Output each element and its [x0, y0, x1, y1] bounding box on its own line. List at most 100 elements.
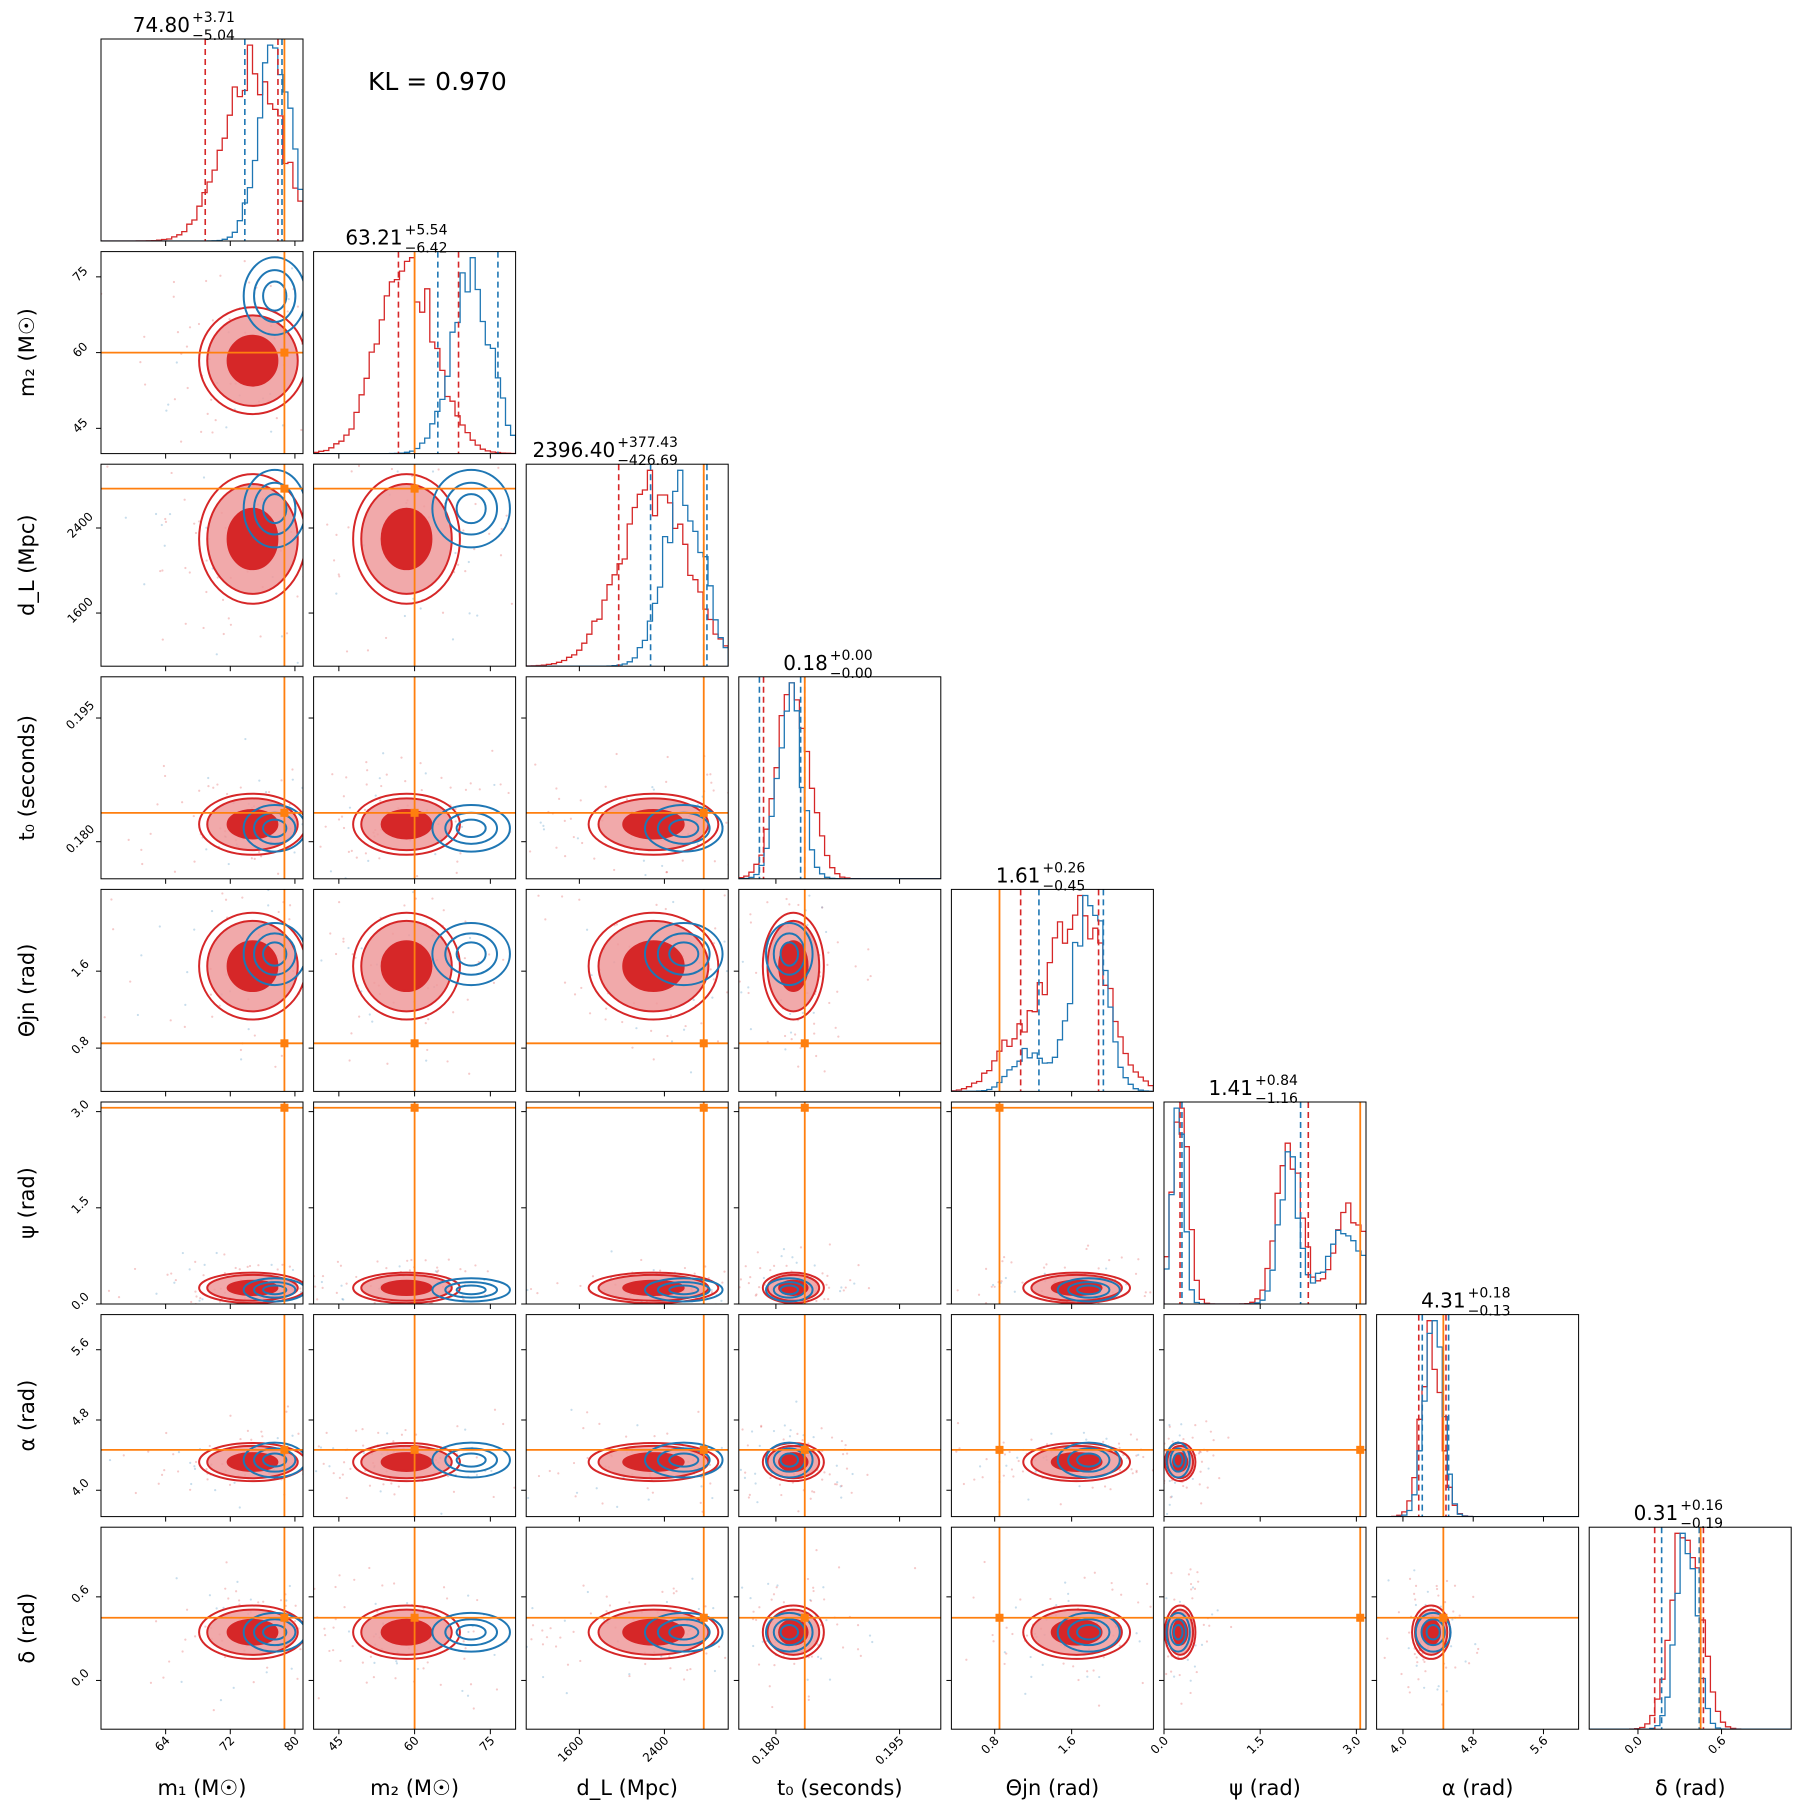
sample-point	[810, 1655, 814, 1658]
sample-point	[257, 1264, 260, 1267]
sample-point	[375, 855, 377, 857]
sample-point	[1198, 1483, 1201, 1486]
sample-point	[129, 980, 132, 983]
blue-contour-0	[242, 1277, 303, 1303]
sample-point	[710, 1288, 713, 1292]
sample-point	[522, 768, 524, 770]
blue-histogram	[951, 894, 1154, 1092]
sample-point	[512, 894, 514, 896]
sample-point	[1137, 1601, 1140, 1604]
sample-point	[358, 1015, 361, 1018]
blue-contour-2	[1076, 1452, 1102, 1468]
truth-marker	[280, 808, 289, 817]
sample-point	[776, 1584, 779, 1587]
sample-point	[221, 598, 225, 601]
x-axis-label-dL: d_L (Mpc)	[576, 1776, 678, 1801]
x-tick-label-dL: 2400	[640, 1733, 671, 1764]
sample-point	[821, 906, 824, 909]
sample-point	[1000, 1280, 1003, 1283]
y-tick-label-m2: 45	[70, 415, 91, 436]
sample-point	[240, 1058, 243, 1061]
sample-point	[589, 1612, 592, 1615]
panel-frame	[525, 1101, 729, 1305]
blue-contour-0	[765, 922, 814, 987]
sample-point	[778, 1483, 782, 1486]
sample-point	[207, 785, 210, 788]
truth-marker	[699, 1613, 708, 1622]
sample-point	[772, 1264, 776, 1267]
sample-point	[1435, 1584, 1438, 1588]
sample-point	[397, 1485, 400, 1488]
sample-point	[1003, 1651, 1006, 1654]
sample-point	[652, 788, 655, 791]
sample-point	[697, 1410, 700, 1413]
sample-point	[338, 1476, 341, 1479]
sample-point	[166, 1273, 169, 1276]
y-axis-label-delta: δ (rad)	[15, 1593, 39, 1664]
sample-point	[270, 435, 272, 437]
panel-t0-vs-delta: 0.180 0.195	[733, 1526, 942, 1768]
sample-point	[823, 1598, 826, 1601]
red-contour-outline	[198, 473, 303, 605]
sample-point	[754, 1294, 757, 1297]
red-contour-inner	[778, 1618, 809, 1646]
sample-point	[559, 1636, 562, 1639]
title-plus: +3.71	[192, 10, 235, 26]
panel-content	[313, 1102, 516, 1304]
sample-point	[332, 1447, 335, 1450]
sample-point	[1458, 1614, 1461, 1617]
sample-point	[815, 1299, 818, 1303]
sample-point	[368, 1013, 371, 1016]
sample-point	[333, 833, 335, 835]
sample-point	[334, 638, 336, 640]
sample-point	[290, 267, 294, 270]
sample-point	[762, 1307, 764, 1309]
sample-point	[463, 957, 466, 960]
sample-point	[331, 773, 334, 776]
y-tick-label-theta_jn: 0.8	[68, 1034, 91, 1057]
sample-point	[345, 650, 349, 653]
sample-point	[214, 419, 217, 422]
sample-point	[304, 1457, 306, 1459]
sample-point	[290, 1667, 293, 1670]
sample-point	[1165, 1672, 1168, 1676]
sample-point	[334, 550, 336, 552]
blue-contour-1	[656, 1281, 711, 1299]
sample-point	[276, 1268, 279, 1271]
sample-point	[436, 1447, 439, 1450]
sample-point	[408, 1269, 411, 1272]
sample-point	[165, 409, 168, 412]
sample-point	[956, 1422, 960, 1425]
sample-point	[258, 779, 261, 782]
red-histogram	[738, 682, 941, 879]
sample-point	[1468, 1662, 1471, 1665]
sample-point	[1437, 1594, 1440, 1597]
sample-point	[817, 1655, 820, 1659]
sample-point	[297, 1432, 300, 1435]
truth-marker	[800, 1445, 809, 1454]
sample-point	[361, 703, 363, 705]
truth-marker	[280, 1039, 289, 1048]
sample-point	[275, 417, 278, 420]
sample-point	[326, 1273, 328, 1275]
sample-point	[345, 1282, 348, 1285]
red-contour-outline	[1022, 1271, 1132, 1304]
sample-point	[1173, 1598, 1176, 1601]
blue-contour-0	[431, 922, 511, 987]
sample-point	[994, 1316, 996, 1318]
sample-point	[449, 786, 452, 789]
sample-point	[352, 568, 354, 570]
panel-m1-vs-psi: 0.01.53.0	[68, 1097, 328, 1313]
sample-point	[392, 1582, 396, 1585]
blue-contour-2	[455, 941, 487, 967]
sample-point	[339, 1659, 342, 1662]
blue-contour-1	[253, 269, 297, 323]
sample-point	[534, 763, 537, 766]
red-contour-inner	[380, 507, 433, 571]
panel-frame	[950, 888, 1154, 1092]
sample-point	[459, 1268, 462, 1271]
red-contour-outline	[352, 792, 461, 856]
sample-point	[1210, 1620, 1212, 1622]
sample-point	[613, 868, 616, 872]
sample-point	[212, 1709, 215, 1712]
